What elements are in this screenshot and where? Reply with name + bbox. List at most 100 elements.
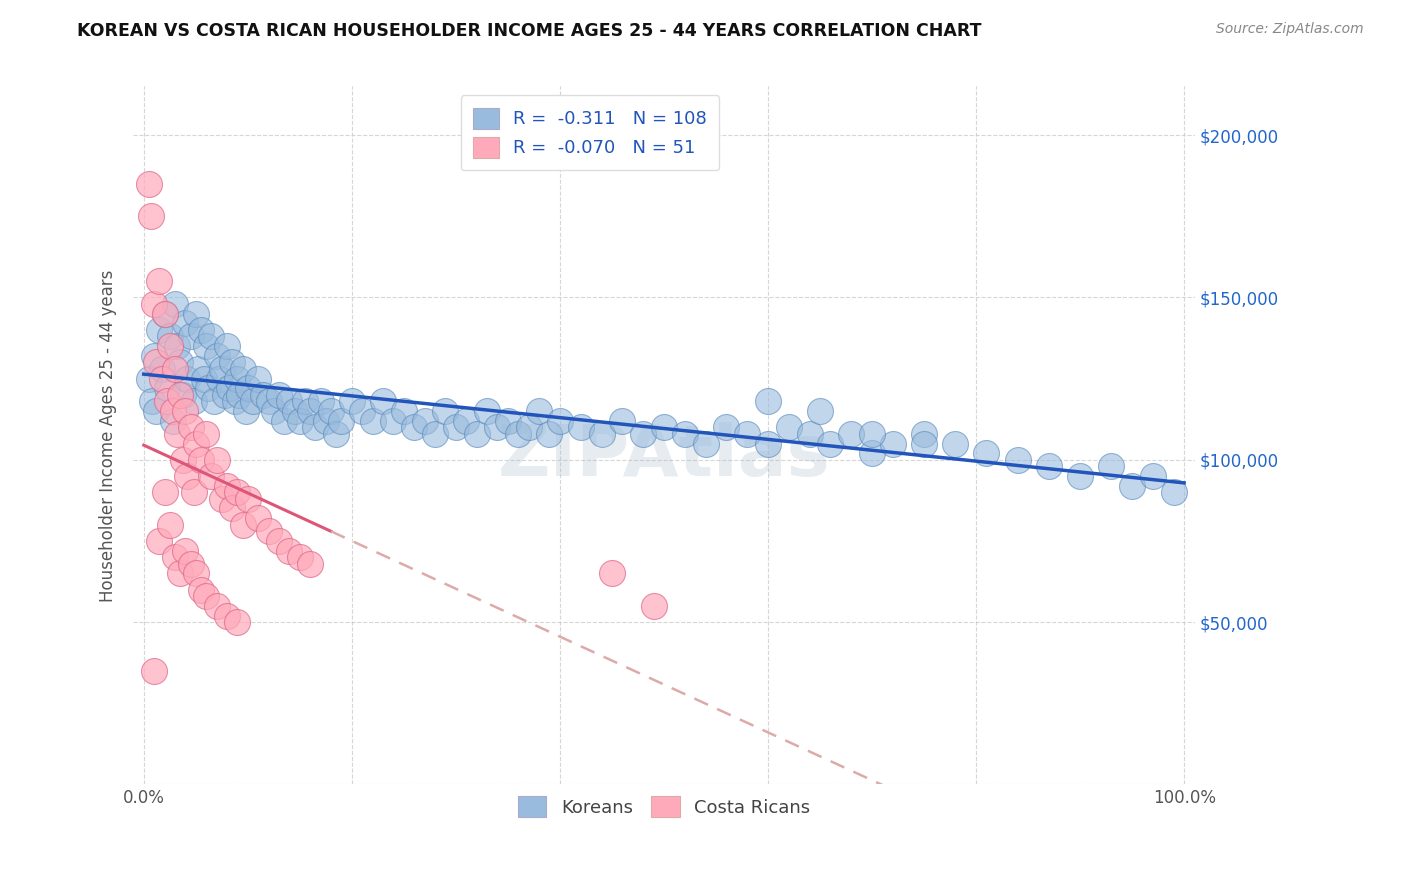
Point (197, 381, 219, 395)
Point (247, 511, 270, 525)
Point (631, 426, 654, 441)
Point (976, 446, 998, 460)
Point (294, 394, 316, 409)
Point (176, 371, 198, 385)
Point (236, 491, 259, 506)
Text: ZIPAtlas: ZIPAtlas (498, 422, 831, 491)
Point (180, 420, 202, 434)
Point (214, 388, 236, 402)
Point (591, 426, 613, 441)
Point (139, 209, 162, 223)
Point (145, 355, 167, 369)
Point (413, 414, 436, 428)
Point (382, 414, 405, 428)
Point (156, 381, 179, 395)
Point (444, 420, 467, 434)
Point (820, 436, 842, 450)
Point (180, 557, 202, 571)
Point (1038, 459, 1060, 474)
Point (778, 420, 800, 434)
Point (176, 469, 198, 483)
Point (138, 177, 160, 191)
Point (465, 426, 488, 441)
Point (434, 404, 457, 418)
Point (288, 550, 311, 565)
Point (163, 550, 186, 565)
Text: Source: ZipAtlas.com: Source: ZipAtlas.com (1216, 22, 1364, 37)
Point (162, 404, 184, 418)
Point (215, 608, 238, 623)
Point (912, 436, 935, 450)
Point (839, 426, 862, 441)
Point (1007, 452, 1029, 467)
Point (162, 414, 184, 428)
Point (263, 404, 285, 418)
Point (756, 394, 779, 409)
Point (190, 582, 212, 597)
Point (138, 371, 160, 385)
Point (169, 388, 191, 402)
Point (153, 307, 176, 321)
Point (184, 307, 207, 321)
Point (166, 426, 188, 441)
Point (643, 599, 665, 613)
Point (496, 414, 519, 428)
Point (211, 491, 233, 506)
Point (200, 329, 222, 343)
Point (517, 420, 540, 434)
Point (257, 524, 280, 538)
Point (172, 388, 194, 402)
Point (716, 420, 738, 434)
Point (190, 323, 212, 337)
Point (735, 426, 758, 441)
Point (215, 479, 238, 493)
Point (205, 452, 228, 467)
Point (882, 436, 904, 450)
Point (695, 436, 717, 450)
Point (159, 517, 181, 532)
Point (252, 388, 274, 402)
Point (226, 371, 249, 385)
Point (315, 414, 337, 428)
Point (267, 533, 290, 548)
Point (392, 404, 415, 418)
Point (174, 317, 197, 331)
Point (257, 394, 280, 409)
Point (228, 388, 250, 402)
Point (195, 339, 218, 353)
Point (226, 485, 249, 500)
Point (159, 339, 181, 353)
Point (1142, 469, 1164, 483)
Point (152, 371, 174, 385)
Point (247, 371, 270, 385)
Point (232, 361, 254, 376)
Point (163, 361, 186, 376)
Y-axis label: Householder Income Ages 25 - 44 years: Householder Income Ages 25 - 44 years (100, 269, 117, 601)
Point (184, 436, 207, 450)
Point (180, 329, 202, 343)
Point (205, 349, 228, 363)
Point (1069, 469, 1091, 483)
Point (169, 355, 191, 369)
Legend: Koreans, Costa Ricans: Koreans, Costa Ricans (510, 789, 817, 824)
Point (205, 599, 228, 613)
Point (153, 485, 176, 500)
Point (340, 394, 363, 409)
Point (208, 371, 231, 385)
Point (187, 361, 209, 376)
Point (195, 589, 218, 603)
Point (235, 404, 257, 418)
Point (200, 469, 222, 483)
Point (153, 307, 176, 321)
Point (652, 420, 675, 434)
Point (600, 566, 623, 581)
Point (143, 349, 166, 363)
Point (325, 426, 347, 441)
Point (143, 297, 166, 311)
Point (148, 274, 170, 288)
Point (799, 426, 821, 441)
Point (183, 394, 205, 409)
Point (299, 404, 322, 418)
Point (456, 414, 478, 428)
Point (190, 452, 212, 467)
